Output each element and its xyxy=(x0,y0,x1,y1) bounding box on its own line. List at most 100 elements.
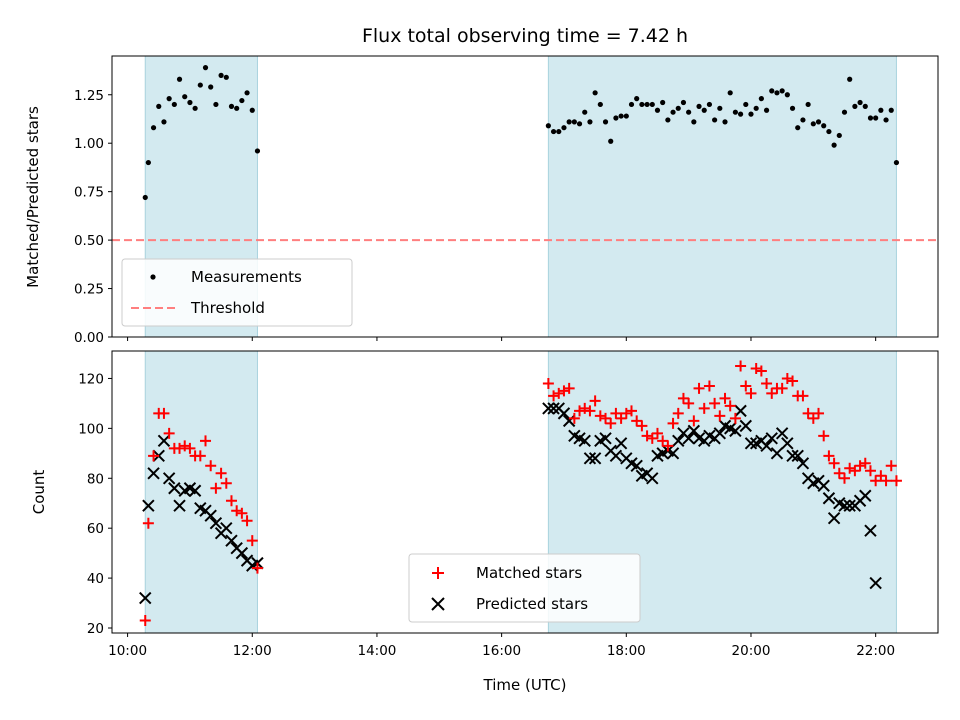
bottom-legend: Matched stars Predicted stars xyxy=(408,553,641,623)
matched-star-point xyxy=(215,467,227,479)
predicted-star-point xyxy=(672,434,685,448)
bottom-legend-box xyxy=(408,553,641,623)
measurement-point xyxy=(737,111,744,117)
measurement-point xyxy=(628,101,635,108)
predicted-star-point xyxy=(204,509,217,522)
measurement-point xyxy=(680,99,687,106)
matched-star-point xyxy=(750,362,762,374)
matched-star-point xyxy=(205,460,217,472)
predicted-star-point xyxy=(168,482,181,495)
measurement-point xyxy=(717,105,723,111)
matched-star-point xyxy=(184,442,196,454)
measurement-point xyxy=(774,90,780,96)
matched-star-point xyxy=(579,402,591,414)
matched-star-point xyxy=(210,482,222,494)
measurement-point xyxy=(218,72,224,78)
x-tick-label: 10:00 xyxy=(108,643,147,659)
predicted-star-point xyxy=(786,449,799,463)
predicted-star-point xyxy=(147,467,160,480)
measurement-point xyxy=(826,128,832,135)
matched-star-points xyxy=(139,360,902,627)
predicted-star-point xyxy=(765,432,778,445)
measurement-point xyxy=(836,132,842,139)
predicted-star-point xyxy=(157,434,171,448)
bottom-y-axis-label: Count xyxy=(30,470,48,515)
measurement-point xyxy=(249,107,255,113)
matched-star-point xyxy=(563,382,575,394)
measurement-point xyxy=(187,99,193,106)
chart-title: Flux total observing time = 7.42 h xyxy=(362,25,688,47)
predicted-star-point xyxy=(817,479,830,492)
top-shaded-intervals xyxy=(144,55,897,338)
predicted-star-point xyxy=(859,489,872,502)
predicted-star-point xyxy=(209,516,223,530)
bottom-y-tick-label: 80 xyxy=(87,471,104,487)
matched-star-point xyxy=(703,380,715,392)
x-tick-label: 22:00 xyxy=(856,643,895,659)
measurement-point xyxy=(234,105,240,111)
predicted-star-point xyxy=(827,511,841,525)
top-legend-box xyxy=(121,258,353,327)
measurement-point xyxy=(810,121,816,127)
measurement-point xyxy=(815,119,822,125)
measurement-point xyxy=(202,65,209,71)
matched-star-point xyxy=(636,420,648,432)
matched-star-point xyxy=(729,412,741,424)
predicted-star-point xyxy=(614,437,628,450)
measurement-point xyxy=(176,76,183,82)
measurement-point xyxy=(795,125,801,131)
predicted-star-point xyxy=(542,402,555,415)
measurement-point xyxy=(763,107,770,113)
x-axis-label: Time (UTC) xyxy=(483,676,567,694)
matched-star-point xyxy=(553,387,565,399)
measurement-point xyxy=(831,142,837,148)
measurement-point xyxy=(758,96,764,102)
measurement-point xyxy=(639,101,645,108)
predicted-star-point xyxy=(775,427,789,440)
measurement-point xyxy=(239,97,245,104)
matched-star-point xyxy=(548,390,560,402)
measurement-point xyxy=(634,96,640,102)
matched-star-point xyxy=(631,415,643,427)
matched-star-point xyxy=(231,505,243,517)
matched-star-point xyxy=(615,412,627,424)
measurement-point xyxy=(893,159,900,166)
matched-star-point xyxy=(672,407,684,419)
matched-star-point xyxy=(880,475,892,487)
matched-star-point xyxy=(142,517,154,529)
predicted-star-point xyxy=(139,591,152,605)
bottom-y-tick-label: 20 xyxy=(87,621,104,637)
top-shaded-interval xyxy=(547,55,897,338)
measurement-point xyxy=(670,109,676,115)
measurement-point xyxy=(883,117,889,123)
predicted-star-point xyxy=(781,437,794,450)
predicted-star-point xyxy=(682,432,695,445)
matched-star-point xyxy=(163,427,175,439)
predicted-star-point xyxy=(791,449,804,463)
matched-star-point xyxy=(745,387,757,399)
matched-star-point xyxy=(589,395,601,407)
measurement-point xyxy=(145,159,151,166)
predicted-star-point xyxy=(578,434,591,448)
bottom-y-tick-label: 100 xyxy=(78,421,104,437)
matched-star-point xyxy=(641,430,653,442)
measurement-point xyxy=(743,101,749,108)
measurement-point xyxy=(732,109,738,115)
predicted-star-point xyxy=(760,439,773,453)
measurement-point xyxy=(753,105,759,111)
matched-star-point xyxy=(584,405,596,417)
predicted-star-point xyxy=(734,404,747,418)
top-y-axis-label: Matched/Predicted stars xyxy=(24,106,42,288)
x-tick-label: 14:00 xyxy=(357,643,396,659)
top-y-tick-label: 0.50 xyxy=(74,233,104,249)
matched-star-point xyxy=(735,360,747,372)
measurement-point xyxy=(545,123,551,129)
matched-star-point xyxy=(797,390,809,402)
matched-star-point xyxy=(148,450,160,462)
top-plot-frame xyxy=(111,55,939,338)
bottom-y-axis: 20 40 60 80 100 120 xyxy=(78,371,112,637)
predicted-star-point xyxy=(609,449,623,463)
predicted-star-point xyxy=(630,459,643,473)
matched-star-point xyxy=(864,465,876,477)
predicted-star-point xyxy=(744,437,758,450)
